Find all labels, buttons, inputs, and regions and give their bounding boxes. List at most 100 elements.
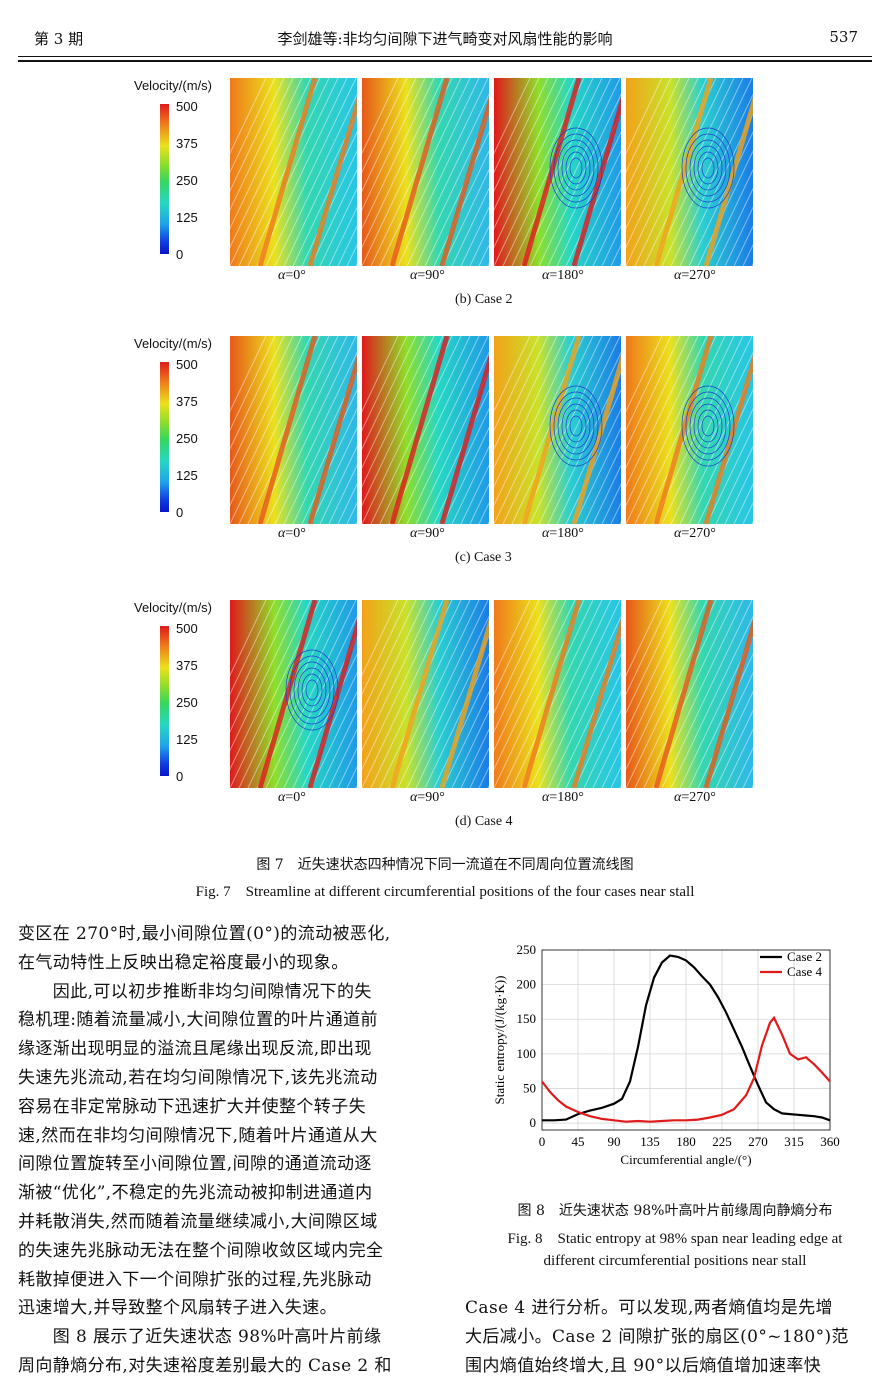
colorbar-tick-label: 375 [176,658,198,673]
figure-7-caption-cn: 图 7 近失速状态四种情况下同一流道在不同周向位置流线图 [256,857,634,873]
text-line: 因此,可以初步推断非均匀间隙情况下的失 [18,981,372,1002]
text-line: 迅速增大,并导致整个风扇转子进入失速。 [18,1298,338,1319]
alpha-label: α=270° [674,790,716,805]
x-tick-label: 45 [572,1134,585,1149]
legend-label: Case 4 [787,964,823,979]
body-text-left-column: 变区在 270°时,最小间隙位置(0°)的流动被恶化, 在气动特性上反映出稳定裕度… [18,920,392,1381]
streamline-panel [494,600,621,788]
colorbar-tick-label: 125 [176,732,198,747]
x-tick-label: 90 [608,1134,621,1149]
text-line: 图 8 展示了近失速状态 98%叶高叶片前缘 [18,1327,382,1348]
y-tick-label: 0 [530,1115,537,1130]
colorbar [160,362,169,512]
y-tick-label: 100 [517,1046,537,1061]
x-tick-label: 0 [539,1134,546,1149]
figure-8-caption-cn: 图 8 近失速状态 98%叶高叶片前缘周向静熵分布 [517,1203,833,1219]
colorbar-tick-label: 500 [176,621,198,636]
colorbar-tick-label: 0 [176,247,184,262]
header-rule [18,56,872,57]
text-line: 在气动特性上反映出稳定裕度最小的现象。 [18,952,349,973]
text-line: 间隙位置旋转至小间隙位置,间隙的通道流动逐 [18,1154,372,1175]
colorbar-tick-label: 125 [176,210,198,225]
y-tick-label: 200 [517,977,537,992]
running-title: 李剑雄等:非均匀间隙下进气畸变对风扇性能的影响 [277,30,613,48]
alpha-label: α=0° [278,526,306,541]
text-line: 速,然而在非均匀间隙情况下,随着叶片通道从大 [18,1125,378,1146]
colorbar-tick-label: 250 [176,695,198,710]
legend-label: Case 2 [787,949,822,964]
colorbar-tick-label: 250 [176,173,198,188]
subfigure-label: (b) Case 2 [455,292,513,307]
streamline-panel [626,600,753,788]
streamline-panel [494,78,621,266]
streamline-panel [230,336,357,524]
x-tick-label: 135 [640,1134,660,1149]
text-line: Case 4 进行分析。可以发现,两者熵值均是先增 [465,1298,833,1318]
x-axis-label: Circumferential angle/(°) [620,1152,751,1167]
colorbar [160,104,169,254]
figure-8-caption-en-line1: Fig. 8 Static entropy at 98% span near l… [507,1231,843,1247]
colorbar-tick-label: 0 [176,769,184,784]
streamline-panel [362,600,489,788]
text-line: 围内熵值始终增大,且 90°以后熵值增加速率快 [465,1355,822,1376]
y-tick-label: 150 [517,1011,537,1026]
colorbar-tick-label: 250 [176,431,198,446]
alpha-label: α=180° [542,790,584,805]
alpha-label: α=0° [278,790,306,805]
subfigure-label: (d) Case 4 [455,814,513,829]
alpha-label: α=90° [410,526,445,541]
alpha-label: α=0° [278,268,306,283]
x-tick-label: 225 [712,1134,732,1149]
colorbar-tick-label: 0 [176,505,184,520]
y-tick-label: 250 [517,942,537,957]
page-number: 537 [829,28,858,46]
x-tick-label: 180 [676,1134,696,1149]
issue-number: 第 3 期 [34,30,84,48]
text-line: 的失速先兆脉动无法在整个间隙收敛区域内完全 [18,1240,384,1261]
text-line: 变区在 270°时,最小间隙位置(0°)的流动被恶化, [18,924,391,944]
x-tick-label: 270 [748,1134,768,1149]
figure-8-caption-en-line2: different circumferential positions near… [543,1253,807,1269]
alpha-label: α=270° [674,526,716,541]
colorbar-title: Velocity/(m/s) [134,78,213,93]
subfigure-label: (c) Case 3 [455,550,512,565]
x-tick-label: 360 [820,1134,840,1149]
streamline-panel [362,78,489,266]
colorbar-tick-label: 375 [176,394,198,409]
streamline-panel [230,78,357,266]
series-line-case-4 [541,1015,831,1123]
streamline-panel [362,336,489,524]
y-tick-label: 50 [523,1080,536,1095]
colorbar-title: Velocity/(m/s) [134,336,213,351]
header-rule-thick [18,60,872,62]
streamline-panel [230,600,357,788]
text-line: 缘逐渐出现明显的溢流且尾缘出现反流,即出现 [18,1039,372,1060]
colorbar [160,626,169,776]
streamline-panel [494,336,621,524]
text-line: 失速先兆流动,若在均匀间隙情况下,该先兆流动 [18,1067,378,1088]
colorbar-tick-label: 375 [176,136,198,151]
text-line: 稳机理:随着流量减小,大间隙位置的叶片通道前 [18,1010,378,1031]
alpha-label: α=180° [542,268,584,283]
plot-frame [541,949,831,1131]
figure-7-caption-en: Fig. 7 Streamline at different circumfer… [195,884,695,900]
alpha-label: α=90° [410,790,445,805]
y-axis-label: Static entropy/(J/(kg·K)) [492,976,507,1105]
text-line: 耗散掉便进入下一个间隙扩张的过程,先兆脉动 [18,1269,372,1290]
colorbar-title: Velocity/(m/s) [134,600,213,615]
alpha-label: α=270° [674,268,716,283]
streamline-panel [626,336,753,524]
colorbar-tick-label: 500 [176,99,198,114]
streamline-panel [626,78,753,266]
text-line: 大后减小。Case 2 间隙扩张的扇区(0°~180°)范 [465,1326,849,1347]
x-tick-label: 315 [784,1134,804,1149]
series-line-case-2 [542,954,831,1122]
alpha-label: α=180° [542,526,584,541]
body-text-right-column: Case 4 进行分析。可以发现,两者熵值均是先增 大后减小。Case 2 间隙扩… [465,1294,849,1380]
text-line: 容易在非定常脉动下迅速扩大并使整个转子失 [18,1096,366,1117]
text-line: 并耗散消失,然而随着流量继续减小,大间隙区域 [18,1211,378,1232]
text-line: 周向静熵分布,对失速裕度差别最大的 Case 2 和 [18,1355,392,1376]
colorbar-tick-label: 125 [176,468,198,483]
alpha-label: α=90° [410,268,445,283]
figure-8-chart: 0 45 90 135 180 225 270 315 360 0 50 100 150 200 250 Ca… [492,942,840,1167]
